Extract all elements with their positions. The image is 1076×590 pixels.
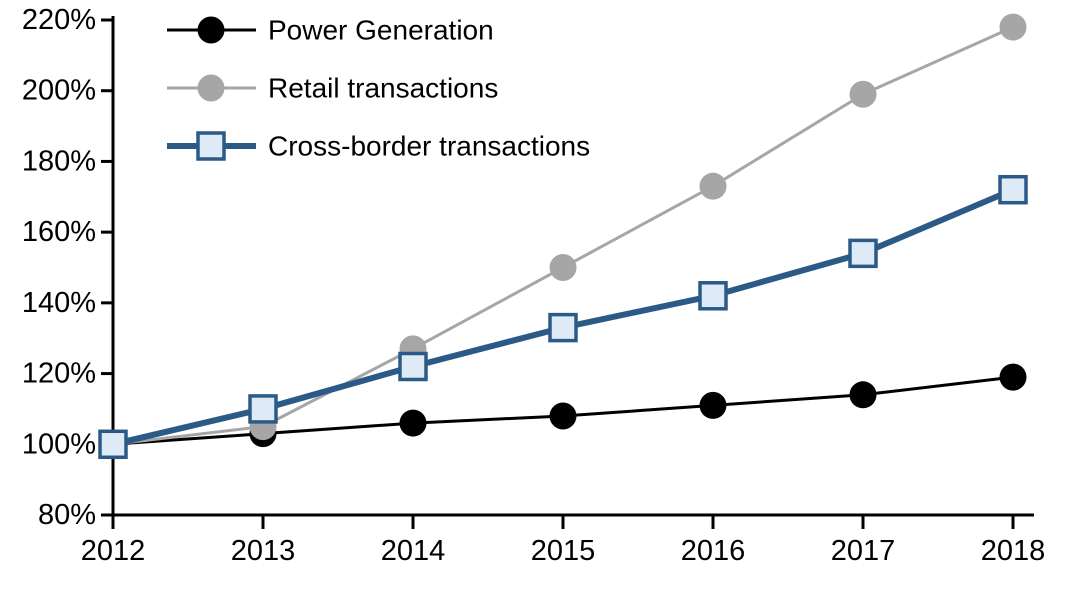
y-tick-label-120: 120%: [22, 358, 96, 390]
marker-cross-border-transactions-2012: [98, 429, 128, 460]
legend-swatch-cross-border-transactions: [196, 131, 226, 161]
marker-retail-transactions-2016: [699, 172, 727, 200]
legend: Power Generation Retail transactions Cross…: [167, 15, 590, 162]
marker-cross-border-transactions-2015: [548, 312, 578, 343]
legend-item-cross-border-transactions: Cross-border transactions: [167, 131, 590, 162]
x-tick-label-2018: 2018: [981, 535, 1046, 567]
legend-swatch-retail-transactions: [197, 74, 225, 102]
marker-power-generation-2017: [849, 381, 877, 409]
legend-item-power-generation: Power Generation: [167, 15, 494, 46]
legend-swatch-power-generation: [197, 16, 225, 44]
marker-cross-border-transactions-2017: [848, 238, 878, 269]
series-cross-border-transactions: [98, 174, 1028, 460]
y-tick-label-160: 160%: [22, 216, 96, 248]
legend-item-retail-transactions: Retail transactions: [167, 73, 498, 104]
x-tick-label-2012: 2012: [81, 535, 146, 567]
y-tick-label-220: 220%: [22, 4, 96, 36]
y-tick-label-100: 100%: [22, 428, 96, 460]
series-line-retail-transactions: [112, 25, 1014, 446]
y-tick-label-200: 200%: [22, 75, 96, 107]
marker-retail-transactions-2018: [999, 13, 1027, 41]
legend-label-retail-transactions: Retail transactions: [268, 73, 498, 104]
y-tick-label-80: 80%: [38, 499, 96, 531]
marker-cross-border-transactions-2018: [998, 174, 1028, 205]
axes: 220% 200% 180% 160% 140% 120% 100% 80% 2012 2013 2…: [22, 4, 1045, 567]
marker-power-generation-2016: [699, 391, 727, 419]
marker-power-generation-2014: [399, 409, 427, 437]
x-tick-label-2013: 2013: [231, 535, 296, 567]
x-tick-label-2016: 2016: [681, 535, 746, 567]
x-tick-label-2014: 2014: [381, 535, 446, 567]
legend-label-cross-border-transactions: Cross-border transactions: [268, 131, 590, 162]
marker-power-generation-2018: [999, 363, 1027, 391]
marker-cross-border-transactions-2014: [398, 351, 428, 382]
marker-retail-transactions-2015: [549, 254, 577, 281]
y-tick-label-140: 140%: [22, 287, 96, 319]
x-tick-label-2015: 2015: [531, 535, 596, 567]
marker-retail-transactions-2017: [849, 80, 877, 108]
marker-power-generation-2015: [549, 402, 577, 430]
series-power-generation: [99, 363, 1027, 458]
y-tick-label-180: 180%: [22, 145, 96, 177]
x-tick-label-2017: 2017: [831, 535, 896, 567]
marker-cross-border-transactions-2016: [698, 281, 728, 311]
marker-cross-border-transactions-2013: [248, 394, 278, 424]
legend-label-power-generation: Power Generation: [268, 15, 494, 46]
